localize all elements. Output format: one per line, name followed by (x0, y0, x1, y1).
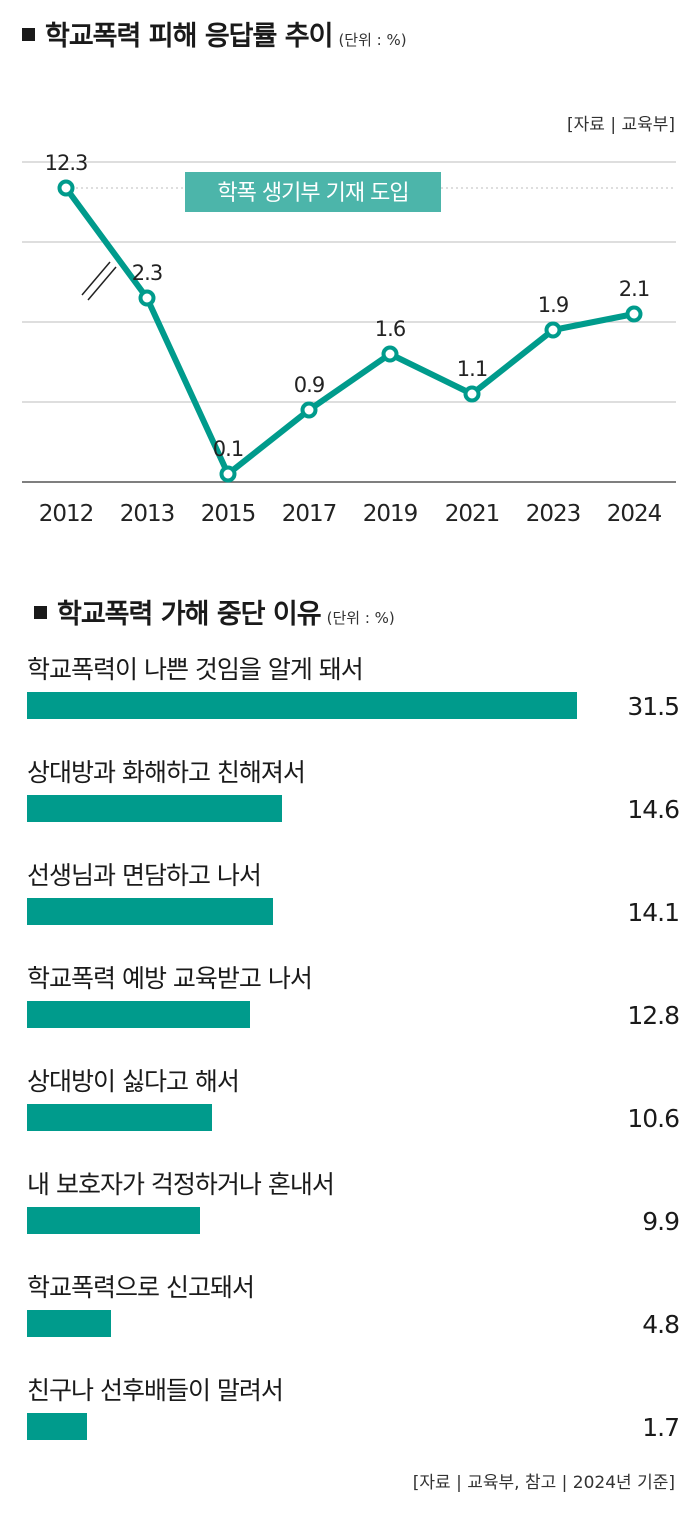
bar-chart-title-text: 학교폭력 가해 중단 이유 (57, 599, 322, 630)
axis-break-stroke (81, 261, 111, 296)
bar (27, 1104, 213, 1131)
line-chart-title: 학교폭력 피해 응답률 추이 (단위 : %) (22, 14, 407, 53)
bar-value-label: 14.1 (627, 898, 680, 927)
line-chart-unit: (단위 : %) (338, 31, 407, 49)
line-chart-source: [자료 | 교육부] (567, 115, 675, 135)
line-chart-x-ticks: 2012 2013 2015 2017 2019 2021 2023 2024 (39, 501, 663, 527)
bar (27, 1207, 200, 1234)
data-label: 0.9 (294, 373, 324, 397)
bar (27, 1001, 251, 1028)
x-tick-label: 2023 (526, 501, 581, 527)
data-point (544, 321, 562, 339)
data-point (463, 385, 481, 403)
line-chart: 학폭 생기부 기재 도입 12.3 2.3 0.1 0.9 1.6 1.1 1.9 2.1 2… (22, 151, 676, 527)
axis-break-stroke (87, 266, 117, 301)
bar-value-label: 10.6 (627, 1104, 680, 1133)
bar (27, 692, 577, 719)
data-point (625, 305, 643, 323)
annotation-label: 학폭 생기부 기재 도입 (217, 181, 408, 206)
data-label: 2.3 (132, 261, 162, 285)
title-square-icon (22, 28, 35, 41)
data-label: 12.3 (45, 151, 88, 175)
bar-category-label: 친구나 선후배들이 말려서 (27, 1376, 284, 1405)
line-chart-points (57, 179, 643, 483)
data-point (300, 401, 318, 419)
data-point (219, 465, 237, 483)
annotation-group: 학폭 생기부 기재 도입 (185, 172, 441, 212)
axis-break-mark (81, 261, 117, 301)
bar-value-label: 1.7 (642, 1413, 680, 1442)
bar-category-label: 상대방이 싫다고 해서 (27, 1067, 240, 1096)
bar-category-label: 학교폭력으로 신고돼서 (27, 1273, 255, 1302)
data-label: 1.1 (457, 357, 487, 381)
x-tick-label: 2024 (607, 501, 662, 527)
bar-category-label: 학교폭력 예방 교육받고 나서 (27, 964, 313, 993)
data-label: 2.1 (619, 277, 649, 301)
bar-category-label: 상대방과 화해하고 친해져서 (27, 758, 306, 787)
x-tick-label: 2017 (282, 501, 337, 527)
bar (27, 795, 282, 822)
bar (27, 1310, 111, 1337)
x-tick-label: 2015 (201, 501, 256, 527)
line-chart-series (63, 185, 637, 477)
bar-value-label: 9.9 (642, 1207, 680, 1236)
title-square-icon (34, 606, 47, 619)
x-tick-label: 2019 (363, 501, 418, 527)
bar-value-label: 4.8 (642, 1310, 680, 1339)
bar-category-label: 내 보호자가 걱정하거나 혼내서 (27, 1170, 335, 1199)
bar-chart-unit: (단위 : %) (326, 609, 395, 627)
data-point (381, 345, 399, 363)
series-line (63, 185, 637, 477)
line-chart-title-text: 학교폭력 피해 응답률 추이 (45, 21, 333, 52)
bar-category-label: 학교폭력이 나쁜 것임을 알게 돼서 (27, 655, 364, 684)
data-point (138, 289, 156, 307)
data-label: 1.9 (538, 293, 568, 317)
bar (27, 1413, 87, 1440)
bar-value-label: 12.8 (627, 1001, 680, 1030)
bar (27, 898, 274, 925)
data-point (57, 179, 75, 197)
bar-chart-title: 학교폭력 가해 중단 이유 (단위 : %) (34, 592, 395, 631)
x-tick-label: 2013 (120, 501, 175, 527)
x-tick-label: 2021 (445, 501, 500, 527)
bar-category-label: 선생님과 면담하고 나서 (27, 861, 262, 890)
data-label: 0.1 (213, 437, 243, 461)
bar-value-label: 31.5 (627, 692, 680, 721)
annotation-box (185, 172, 441, 212)
bar-chart-source: [자료 | 교육부, 참고 | 2024년 기준] (412, 1473, 675, 1493)
x-tick-label: 2012 (39, 501, 94, 527)
data-label: 1.6 (375, 317, 406, 341)
bar-value-label: 14.6 (627, 795, 680, 824)
line-chart-value-labels: 12.3 2.3 0.1 0.9 1.6 1.1 1.9 2.1 (45, 151, 651, 461)
